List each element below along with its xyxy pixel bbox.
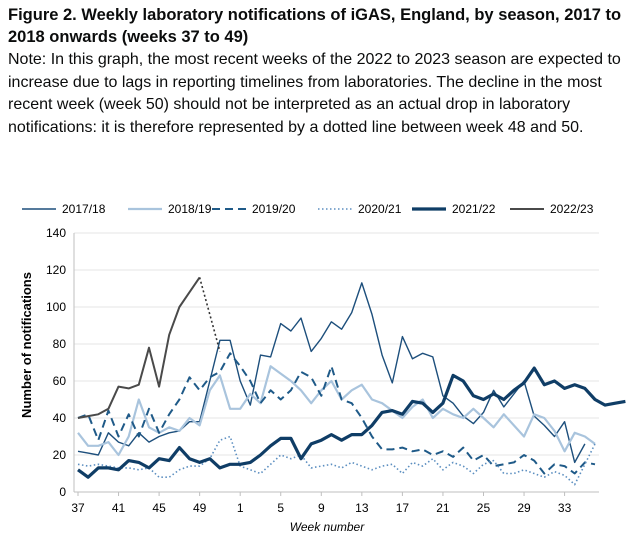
series-line-5 bbox=[77, 276, 201, 419]
series-line-0 bbox=[77, 282, 586, 464]
x-tick-label: 41 bbox=[112, 501, 126, 515]
x-tick-label: 1 bbox=[237, 501, 244, 515]
legend-label: 2017/18 bbox=[62, 202, 106, 216]
legend-label: 2020/21 bbox=[358, 202, 402, 216]
legend-label: 2018/19 bbox=[168, 202, 212, 216]
figure-title: Figure 2. Weekly laboratory notification… bbox=[8, 6, 622, 46]
chart-legend: 2017/18 2018/19 2019/20 2020/21 2021/22 2022/… bbox=[22, 202, 594, 216]
x-tick-label: 37 bbox=[71, 501, 85, 515]
x-axis-label: Week number bbox=[290, 520, 365, 534]
x-tick-label: 13 bbox=[355, 501, 369, 515]
chart-axes bbox=[73, 233, 599, 493]
figure-note: Note: In this graph, the most recent wee… bbox=[8, 51, 621, 136]
series-line-1 bbox=[77, 365, 596, 457]
series-line-4 bbox=[77, 366, 626, 479]
y-tick-label: 40 bbox=[53, 411, 67, 425]
x-tick-label: 17 bbox=[396, 501, 410, 515]
series-line-6 bbox=[198, 277, 221, 352]
y-tick-label: 100 bbox=[46, 300, 66, 314]
legend-label: 2022/23 bbox=[550, 202, 594, 216]
y-tick-label: 0 bbox=[59, 485, 66, 499]
y-axis-label: Number of notifications bbox=[19, 272, 34, 418]
x-tick-label: 5 bbox=[277, 501, 284, 515]
y-tick-label: 80 bbox=[53, 337, 67, 351]
y-tick-label: 60 bbox=[53, 374, 67, 388]
x-tick-label: 21 bbox=[436, 501, 450, 515]
chart-gridlines bbox=[74, 232, 599, 456]
series-line-2 bbox=[77, 352, 596, 475]
legend-label: 2019/20 bbox=[252, 202, 296, 216]
x-tick-label: 25 bbox=[477, 501, 491, 515]
x-tick-label: 45 bbox=[152, 501, 166, 515]
y-tick-label: 140 bbox=[46, 226, 66, 240]
x-tick-label: 33 bbox=[558, 501, 572, 515]
x-axis-ticks: 37 41 45 49 1 5 9 13 17 21 25 29 33 bbox=[71, 492, 572, 515]
x-tick-label: 29 bbox=[517, 501, 531, 515]
chart-series bbox=[77, 276, 626, 486]
y-tick-label: 20 bbox=[53, 448, 67, 462]
y-axis-ticks: 0 20 40 60 80 100 120 140 bbox=[46, 226, 66, 499]
y-tick-label: 120 bbox=[46, 263, 66, 277]
x-tick-label: 9 bbox=[318, 501, 325, 515]
x-tick-label: 49 bbox=[193, 501, 207, 515]
legend-label: 2021/22 bbox=[452, 202, 496, 216]
